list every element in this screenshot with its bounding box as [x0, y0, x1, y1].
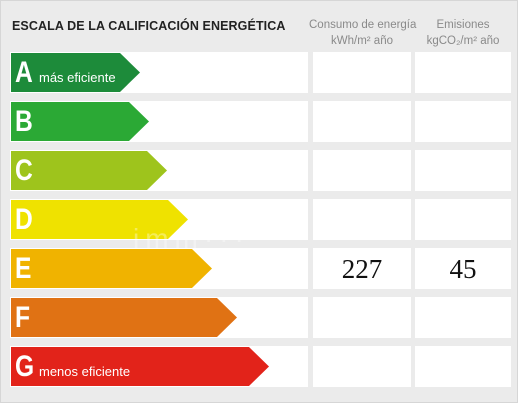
emissions-value-c	[415, 150, 511, 191]
rating-letter-e: E	[15, 252, 32, 285]
energy-value-c	[313, 150, 411, 191]
energy-column-title: Consumo de energía	[309, 19, 417, 31]
energy-value-e: 227	[313, 248, 411, 289]
energy-value-f	[313, 297, 411, 338]
rating-arrow-c: C	[11, 151, 167, 190]
rating-arrow-g: G menos eficiente	[11, 347, 269, 386]
energy-value-a	[313, 52, 411, 93]
energy-column-header: Consumo de energía kWh/m² año	[309, 17, 417, 49]
emissions-value-d	[415, 199, 511, 240]
energy-value-b	[313, 101, 411, 142]
rating-desc-a: más eficiente	[39, 70, 116, 85]
energy-column-unit: kWh/m² año	[331, 35, 393, 47]
energy-value-d	[313, 199, 411, 240]
emissions-column-header: Emisiones kgCO₂/m² año	[413, 17, 513, 49]
rating-letter-g: G	[15, 350, 35, 383]
rating-arrow-f: F	[11, 298, 237, 337]
rating-letter-a: A	[15, 56, 33, 89]
emissions-value-a	[415, 52, 511, 93]
emissions-value-f	[415, 297, 511, 338]
energy-value-g	[313, 346, 411, 387]
rating-letter-f: F	[15, 301, 31, 334]
rating-letter-c: C	[15, 154, 33, 187]
rating-letter-b: B	[15, 105, 33, 138]
emissions-column-unit: kgCO₂/m² año	[426, 35, 500, 47]
rating-desc-g: menos eficiente	[39, 364, 131, 379]
panel-title: ESCALA DE LA CALIFICACIÓN ENERGÉTICA	[12, 19, 286, 33]
rating-arrow-a: A más eficiente	[11, 53, 140, 92]
rating-arrow-b: B	[11, 102, 149, 141]
emissions-value-g	[415, 346, 511, 387]
emissions-value-e: 45	[415, 248, 511, 289]
rating-arrow-d: D	[11, 200, 188, 239]
rating-letter-d: D	[15, 203, 33, 236]
emissions-value-b	[415, 101, 511, 142]
emissions-column-title: Emisiones	[436, 19, 490, 31]
rating-arrow-e: E	[11, 249, 212, 288]
